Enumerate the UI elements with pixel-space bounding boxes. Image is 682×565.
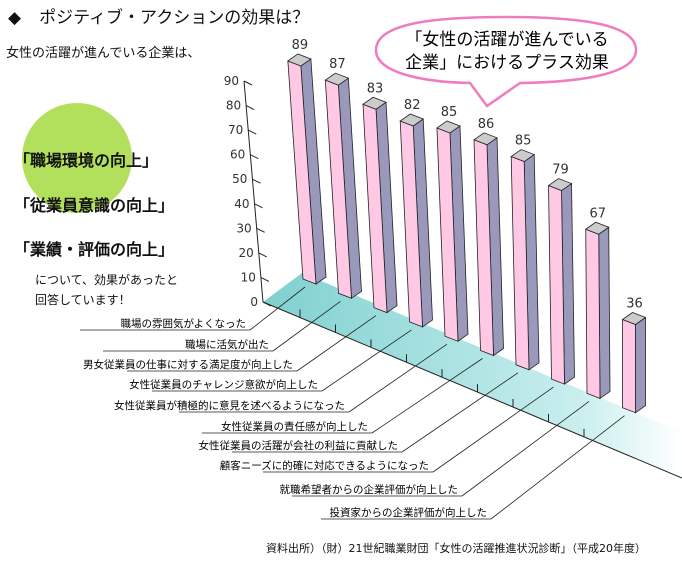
- category-leader-line: [321, 329, 412, 392]
- bar-top: [399, 113, 425, 127]
- bar-side: [635, 316, 646, 414]
- category-label: 就職希望者からの企業評価が向上した: [280, 483, 459, 496]
- category-leader-line: [249, 286, 306, 331]
- y-tick-label: 40: [234, 197, 249, 211]
- y-tick: [252, 178, 261, 184]
- bar-top: [510, 149, 536, 162]
- y-tick-label: 30: [236, 221, 251, 235]
- category-label: 職場に活気が出た: [185, 338, 269, 351]
- category-leader-line: [461, 401, 590, 497]
- bar-value-label: 87: [329, 57, 346, 72]
- category-leader-line: [272, 300, 341, 352]
- y-tick-label: 70: [228, 123, 243, 137]
- y-axis: [243, 80, 264, 303]
- bar-value-label: 36: [626, 297, 643, 312]
- y-tick: [256, 227, 265, 233]
- bar-top: [547, 178, 573, 191]
- category-label: 女性従業員の責任感が向上した: [221, 420, 368, 433]
- bar-side: [598, 226, 611, 400]
- bar-value-label: 67: [589, 206, 606, 221]
- bar-value-label: 83: [367, 81, 384, 96]
- diamond-bullet-icon: ◆: [8, 8, 22, 28]
- note-line-2: 回答しています！: [35, 293, 131, 307]
- bar-top: [621, 312, 647, 325]
- category-leader-line: [371, 358, 483, 434]
- title-text: ポジティブ・アクションの効果は？: [39, 8, 310, 28]
- bar-top: [473, 132, 498, 146]
- category-leader-line: [348, 343, 448, 413]
- green-circle-decoration: [22, 103, 132, 213]
- intro-text: 女性の活躍が進んでいる企業は、: [6, 46, 201, 61]
- bar-value-label: 89: [292, 38, 309, 53]
- floor-front-edge: [262, 301, 682, 479]
- highlight-workplace: 「職場環境の向上」: [14, 151, 159, 170]
- bar: [548, 184, 565, 385]
- note-line-1: について、効果があったと: [35, 273, 179, 287]
- category-label: 女性従業員が積極的に意見を述べるようになった: [114, 399, 345, 412]
- y-tick: [260, 276, 270, 282]
- category-label: 顧客ニーズに的確に対応できるようになった: [220, 459, 429, 472]
- y-tick-label: 50: [232, 172, 247, 186]
- bar-top: [584, 221, 610, 235]
- bar-value-label: 79: [552, 163, 569, 178]
- y-tick-label: 10: [241, 270, 256, 284]
- source-note: 資料出所）（財）21世紀職業財団「女性の活躍推進状況診断」（平成20年度）: [266, 542, 646, 555]
- highlight-performance: 「業績・評価の向上」: [14, 240, 175, 259]
- y-tick-label: 80: [226, 99, 241, 113]
- bar-value-label: 82: [404, 98, 421, 113]
- category-leader-line: [401, 372, 519, 453]
- category-label: 男女従業員の仕事に対する満足度が向上した: [83, 358, 293, 371]
- bar-value-label: 86: [478, 117, 495, 132]
- y-tick-label: 0: [250, 295, 258, 309]
- chart-floor: [263, 273, 682, 478]
- category-label: 女性従業員の活躍が会社の利益に貢献した: [199, 439, 399, 452]
- y-tick: [250, 154, 259, 160]
- y-tick: [258, 252, 268, 258]
- category-label: 女性従業員のチャレンジ意欲が向上した: [129, 378, 318, 391]
- category-leader-line: [296, 315, 377, 372]
- y-tick-label: 20: [238, 246, 253, 260]
- bar-top: [287, 53, 312, 67]
- y-tick-label: 90: [224, 74, 239, 88]
- category-leader-line: [490, 415, 625, 520]
- y-tick: [247, 129, 257, 135]
- y-tick: [262, 301, 272, 307]
- bar-value-label: 85: [515, 134, 532, 149]
- category-label: 職場の雰囲気がよくなった: [121, 317, 246, 330]
- y-tick-label: 60: [230, 148, 245, 162]
- bar: [585, 228, 601, 399]
- bar-top: [436, 120, 461, 134]
- page-title: ◆ ポジティブ・アクションの効果は？: [8, 3, 309, 28]
- bar-top: [324, 72, 350, 86]
- y-tick: [243, 80, 253, 86]
- highlight-awareness: 「従業員意識の向上」: [14, 196, 175, 215]
- category-leader-line: [432, 386, 554, 473]
- y-tick: [245, 105, 255, 111]
- bar: [622, 318, 636, 414]
- y-tick: [254, 203, 263, 209]
- category-label: 投資家からの企業評価が向上した: [330, 506, 488, 519]
- bar-value-label: 85: [441, 105, 458, 120]
